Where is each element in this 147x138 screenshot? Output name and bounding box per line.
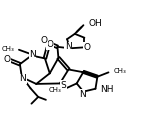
Text: S: S <box>61 81 67 90</box>
Text: O: O <box>46 40 53 49</box>
Text: OH: OH <box>88 19 102 28</box>
Text: O: O <box>40 36 47 45</box>
Text: N: N <box>79 90 86 99</box>
Text: CH₃: CH₃ <box>49 87 61 93</box>
Text: O: O <box>4 55 11 64</box>
Text: CH₃: CH₃ <box>1 46 14 52</box>
Text: O: O <box>84 43 91 52</box>
Text: NH: NH <box>100 85 114 94</box>
Text: CH₃: CH₃ <box>113 68 126 74</box>
Text: N: N <box>19 74 26 83</box>
Text: N: N <box>29 50 36 59</box>
Text: N: N <box>65 42 71 51</box>
